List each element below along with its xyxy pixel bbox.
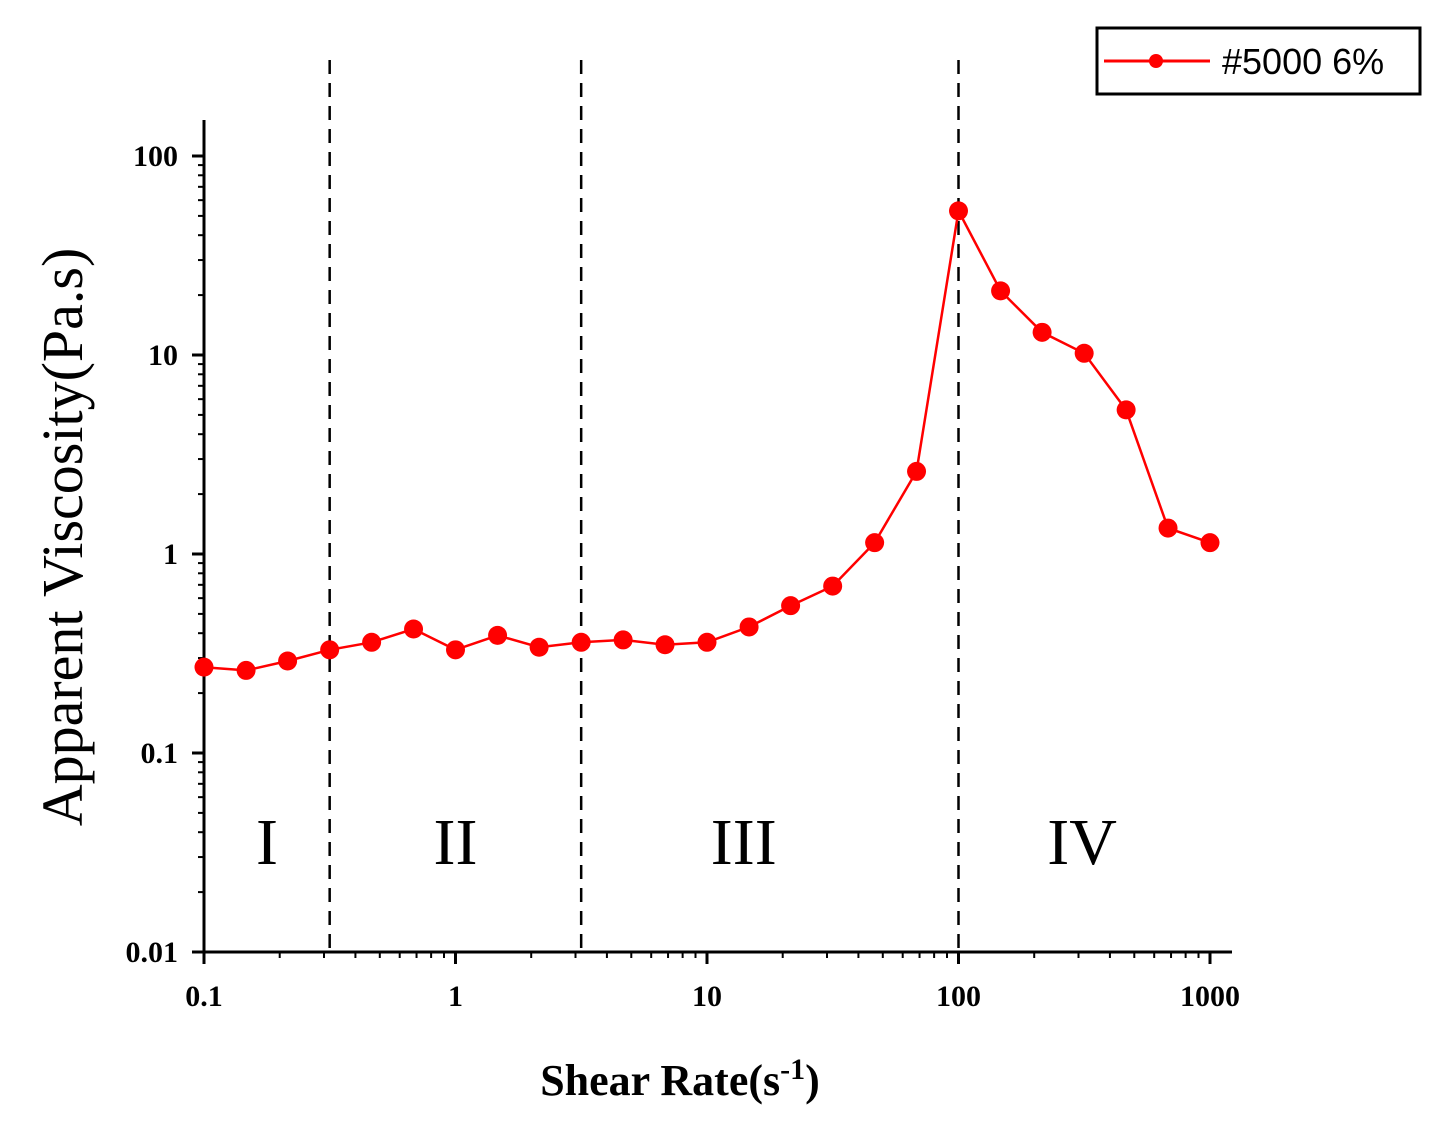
data-point [194,657,214,677]
x-tick-label: 0.1 [185,980,223,1013]
region-label: IV [1047,806,1117,879]
region-labels: I II III IV [256,806,1117,879]
data-point [739,617,759,637]
data-point [781,596,801,616]
data-point [446,640,465,660]
data-point [991,281,1011,301]
x-axis-title-superscript: -1 [780,1053,805,1086]
x-tick-label: 1 [448,980,463,1013]
legend: #5000 6% [1095,26,1422,96]
data-point [236,660,256,680]
legend-label: #5000 6% [1222,41,1384,82]
data-point [1032,322,1052,342]
x-axis-title-close: ) [805,1056,820,1105]
y-tick-label: 1 [163,538,178,571]
data-point [488,625,508,645]
y-tick-label: 0.1 [141,737,179,770]
region-label: I [256,806,278,879]
series-group [194,201,1220,680]
data-point [655,635,675,655]
x-tick-label: 10 [692,980,722,1013]
data-point [865,533,885,553]
data-point [404,619,424,639]
data-point [949,201,968,221]
data-point [1158,518,1178,538]
y-tick-label: 10 [148,339,178,372]
x-tick-label: 1000 [1180,980,1240,1013]
data-point [613,630,633,650]
region-label: II [434,806,478,879]
data-point [1074,343,1094,363]
y-tick-label: 0.01 [126,936,179,969]
data-point [1200,533,1220,553]
legend-marker [1149,54,1163,68]
data-point [907,461,927,481]
data-point [278,651,298,671]
y-tick-label: 100 [133,140,178,173]
data-point [571,632,591,652]
region-label: III [711,806,777,879]
x-tick-label: 100 [936,980,981,1013]
y-axis-title: Apparent Viscosity(Pa.s) [30,248,95,827]
data-point [823,576,843,596]
x-axis-title: Shear Rate(s-1) [540,1053,820,1105]
series-line [203,207,1211,672]
region-dividers [328,60,960,952]
data-point [362,632,382,652]
data-point [529,637,549,657]
data-point [697,632,717,652]
data-point [1116,400,1136,420]
data-point [320,640,340,660]
